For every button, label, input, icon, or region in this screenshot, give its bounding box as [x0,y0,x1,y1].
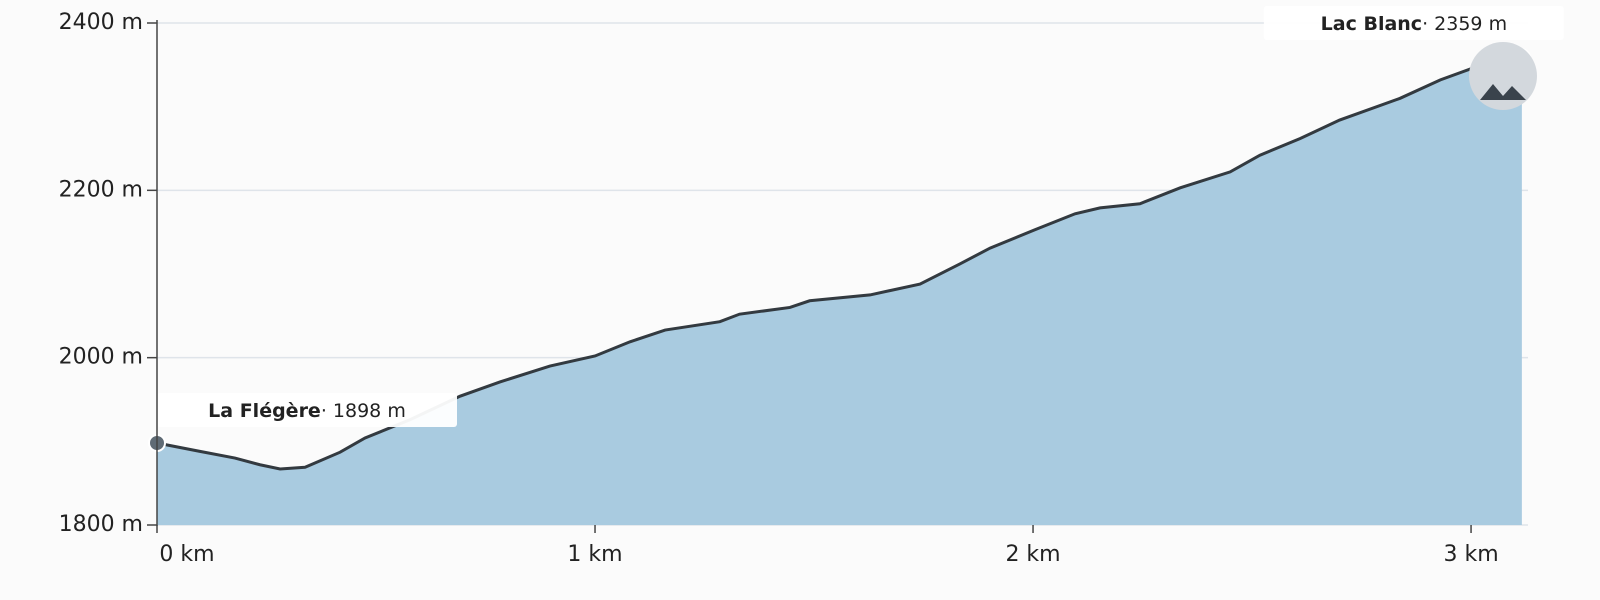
x-tick-label: 0 km [159,542,214,567]
annotation-box [1263,6,1564,40]
annotation-name: La Flégère [208,400,321,422]
annotation-label: 2359 m [1434,13,1507,35]
annotation: Lac Blanc· 2359 m [1321,13,1507,35]
x-tick-label: 2 km [1005,542,1060,567]
annotation-name: Lac Blanc [1321,13,1422,35]
y-tick-label: 2200 m [59,177,143,202]
annotation-box [157,393,457,428]
logo-mountain [1480,84,1526,100]
area [157,57,1522,525]
y-tick-label: 1800 m [59,512,143,537]
annotation: La Flégère· 1898 m [208,400,406,422]
line [156,55,1523,471]
annotation-separator: · [1422,13,1434,35]
plot: 1800 m 2000 m 2200 m 2400 m 0 km 1 km 2 km 3 km… [59,6,1564,567]
x-tick-label: 3 km [1443,542,1498,567]
x-tick-label: 1 km [567,542,622,567]
logo [1469,42,1537,110]
annotation-label: 1898 m [333,400,406,422]
y-tick-label: 2000 m [59,345,143,370]
annotation-separator: · [321,400,333,422]
y-tick-label: 2400 m [59,10,143,35]
